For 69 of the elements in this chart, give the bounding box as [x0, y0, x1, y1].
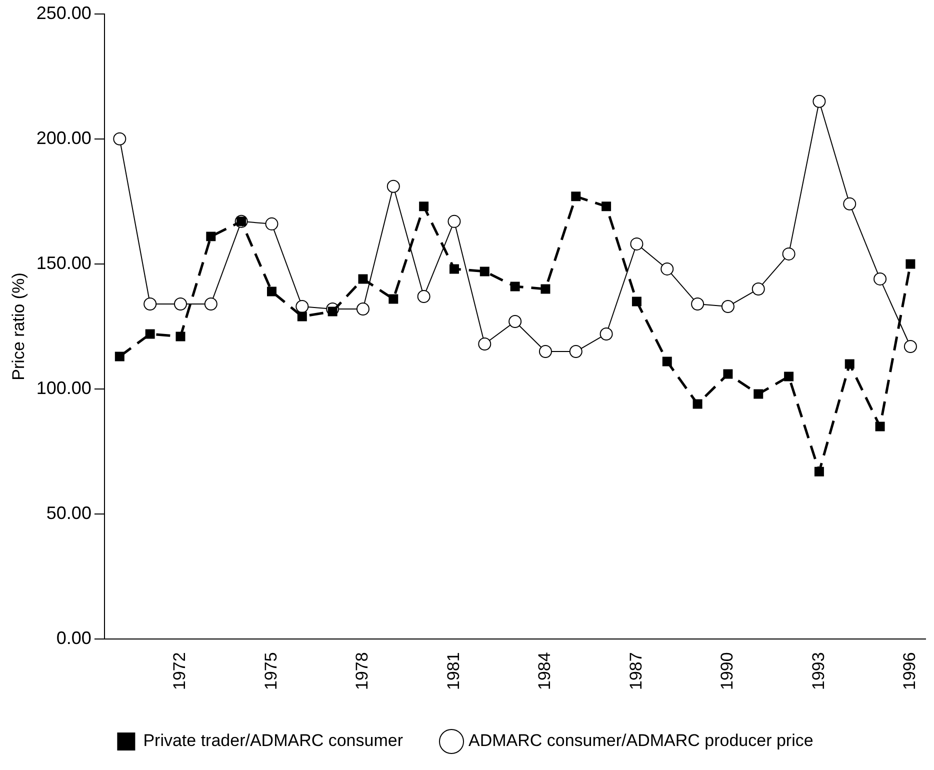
point — [176, 332, 186, 342]
point — [844, 359, 854, 369]
point — [812, 94, 826, 108]
point — [662, 356, 672, 366]
point — [328, 306, 338, 316]
y-tick-label: 150.00 — [36, 252, 92, 273]
point — [449, 264, 459, 274]
point — [814, 466, 824, 476]
point — [906, 259, 916, 269]
point — [448, 214, 461, 228]
point — [386, 180, 400, 193]
point — [358, 274, 368, 284]
point — [478, 338, 492, 350]
y-axis-title: Price ratio (%) — [8, 272, 28, 380]
point — [723, 369, 733, 379]
point — [480, 266, 490, 276]
point — [113, 132, 126, 146]
point — [145, 329, 155, 339]
point — [754, 389, 764, 399]
point — [843, 197, 856, 210]
point — [204, 297, 218, 310]
point — [266, 286, 276, 296]
point — [784, 372, 794, 382]
point — [602, 202, 612, 212]
x-tick-label: 1981 — [444, 652, 463, 690]
y-tick-label: 50.00 — [46, 503, 92, 524]
point — [875, 422, 885, 432]
x-tick-label: 1993 — [808, 652, 828, 690]
point — [144, 297, 157, 310]
x-tick-label: 1975 — [261, 652, 280, 690]
point — [691, 297, 704, 310]
point — [297, 312, 307, 322]
point — [265, 217, 278, 230]
point — [510, 282, 520, 292]
point — [782, 247, 796, 260]
point — [419, 202, 429, 212]
x-tick-label: 1984 — [535, 652, 554, 690]
point — [417, 290, 430, 303]
point — [692, 399, 702, 409]
legend-label: Private trader/ADMARC consumer — [143, 731, 404, 750]
y-tick-label: 0.00 — [56, 628, 92, 648]
x-tick-label: 1996 — [900, 652, 920, 690]
y-tick-label: 200.00 — [36, 128, 92, 148]
point — [114, 352, 124, 362]
point — [904, 340, 917, 354]
x-tick-label: 1972 — [170, 652, 190, 690]
x-tick-label: 1990 — [718, 652, 737, 690]
point — [356, 302, 370, 316]
point — [174, 297, 187, 310]
point — [206, 232, 216, 242]
point — [660, 262, 674, 276]
point — [296, 300, 309, 313]
legend-label: ADMARC consumer/ADMARC producer price — [468, 731, 814, 750]
x-tick-label: 1978 — [352, 652, 372, 690]
point — [508, 314, 522, 328]
point — [388, 294, 398, 304]
point — [752, 282, 765, 296]
point — [538, 345, 552, 358]
point — [600, 327, 613, 340]
y-tick-label: 100.00 — [36, 378, 92, 398]
y-tick-label: 250.00 — [36, 2, 92, 23]
x-tick-label: 1987 — [626, 652, 646, 690]
point — [630, 237, 644, 250]
point — [874, 272, 887, 286]
point — [569, 345, 582, 358]
point — [721, 300, 734, 313]
point — [632, 296, 642, 306]
point — [571, 192, 581, 202]
point — [540, 284, 550, 294]
